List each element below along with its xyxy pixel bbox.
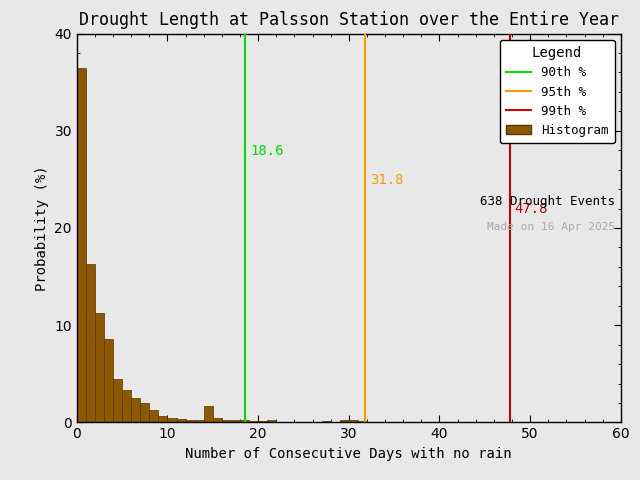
Bar <box>231 420 240 422</box>
Bar <box>177 420 186 422</box>
Text: 47.8: 47.8 <box>515 203 548 216</box>
Bar <box>340 420 349 422</box>
Text: 18.6: 18.6 <box>250 144 284 158</box>
Bar <box>186 420 195 422</box>
Bar <box>258 421 268 422</box>
Text: 31.8: 31.8 <box>370 173 403 187</box>
X-axis label: Number of Consecutive Days with no rain: Number of Consecutive Days with no rain <box>186 447 512 461</box>
Bar <box>222 420 231 422</box>
Bar <box>204 406 212 422</box>
Legend: 90th %, 95th %, 99th %, Histogram: 90th %, 95th %, 99th %, Histogram <box>500 40 614 144</box>
Bar <box>249 421 258 422</box>
Bar <box>195 420 204 422</box>
Bar <box>321 421 331 422</box>
Bar <box>240 420 249 422</box>
Bar <box>358 421 367 422</box>
Bar <box>95 312 104 422</box>
Bar <box>122 390 131 422</box>
Bar <box>140 403 149 422</box>
Bar <box>113 379 122 422</box>
Bar <box>349 420 358 422</box>
Bar <box>86 264 95 422</box>
Text: Made on 16 Apr 2025: Made on 16 Apr 2025 <box>487 222 615 232</box>
Y-axis label: Probability (%): Probability (%) <box>35 165 49 291</box>
Bar <box>104 339 113 422</box>
Bar <box>149 410 158 422</box>
Bar <box>131 398 140 422</box>
Bar <box>268 420 276 422</box>
Bar <box>77 68 86 422</box>
Text: 638 Drought Events: 638 Drought Events <box>481 195 615 208</box>
Bar <box>168 418 177 422</box>
Title: Drought Length at Palsson Station over the Entire Year: Drought Length at Palsson Station over t… <box>79 11 619 29</box>
Bar <box>158 416 168 422</box>
Bar <box>212 418 222 422</box>
